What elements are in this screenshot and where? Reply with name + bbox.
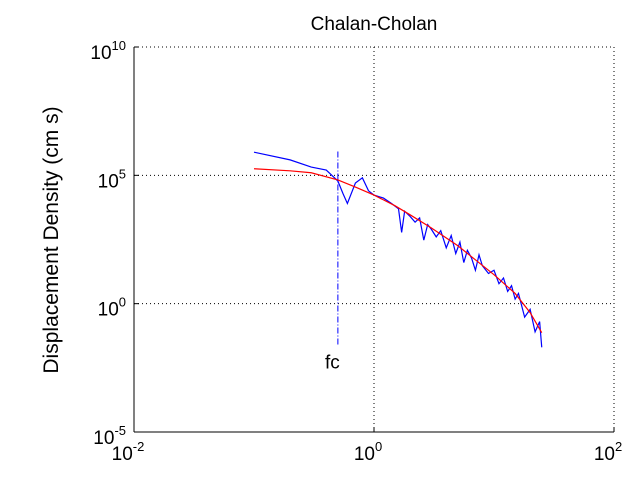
x-tick-label: 10-2 [112,439,145,465]
data-line [253,151,543,348]
data-line [253,168,543,333]
chart-title: Chalan-Cholan [311,14,438,35]
y-axis-label: Displacement Density (cm s) [40,106,63,373]
x-tick-label: 100 [354,439,382,465]
x-tick-label: 102 [594,439,622,465]
y-tick-label: 10-5 [93,423,126,449]
y-tick-label: 1010 [90,38,126,64]
y-tick-label: 105 [98,166,126,192]
annotation: fc [325,352,340,373]
y-tick-label: 100 [98,295,126,321]
